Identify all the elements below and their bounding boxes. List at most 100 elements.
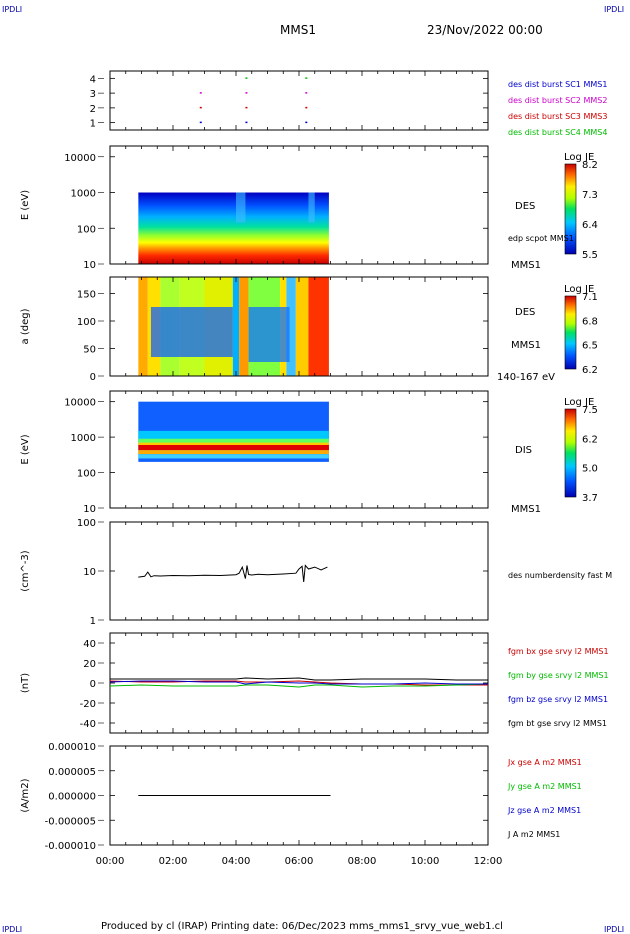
- dis-band: [138, 454, 329, 459]
- y-tick-label: 10: [83, 260, 96, 271]
- legend-entry: des dist burst SC4 MMS4: [508, 128, 607, 137]
- y-tick-label: 1000: [71, 433, 96, 444]
- colorbar-title: Log JE: [564, 284, 594, 295]
- dis-band: [138, 450, 329, 455]
- legend-entry: Jz gse A m2 MMS1: [507, 806, 581, 815]
- y-tick-label: 1: [90, 616, 96, 627]
- y-tick-label: -0.000005: [45, 816, 96, 827]
- y-tick-label: 10000: [64, 153, 96, 164]
- y-tick-label: -20: [80, 699, 96, 710]
- y-tick-label: 4: [90, 74, 96, 85]
- y-tick-label: 2: [90, 104, 96, 115]
- legend-entry: des dist burst SC1 MMS1: [508, 80, 607, 89]
- panel-right-label: MMS1: [511, 504, 541, 515]
- y-tick-label: 100: [77, 224, 96, 235]
- colorbar-tick-label: 6.2: [582, 365, 598, 376]
- panel-des-energy: 10 100 1000 10000 E (eV) Log JE8.2 7.3 6.4 5.5 DE…: [20, 145, 598, 271]
- colorbar-tick-label: 7.3: [582, 190, 598, 201]
- y-tick-label: 0.000000: [48, 792, 96, 803]
- y-tick-label: 0.000005: [48, 767, 96, 778]
- colorbar-title: Log JE: [564, 152, 594, 163]
- legend-entry: des dist burst SC2 MMS2: [508, 96, 607, 105]
- burst-marker: [199, 121, 202, 124]
- colorbar-tick-label: 3.7: [582, 493, 598, 504]
- dis-band: [138, 430, 329, 441]
- corner-label-bottom-right: IPDLI: [604, 925, 624, 934]
- panel-right-label: DIS: [515, 445, 532, 456]
- y-tick-label: 100: [77, 317, 96, 328]
- legend-entry: Jy gse A m2 MMS1: [507, 782, 582, 791]
- legend-entry: J A m2 MMS1: [507, 830, 560, 839]
- pitch-column: [308, 277, 329, 376]
- y-tick-label: 150: [77, 290, 96, 301]
- time-tick-label: 00:00: [96, 856, 125, 867]
- legend-entry: des numberdensity fast M: [508, 571, 612, 580]
- dis-band: [138, 438, 329, 444]
- panels: 1 2 3 4 des dist burst SC1 MMS1 des dist burs…: [20, 70, 612, 852]
- dis-band: [138, 444, 329, 451]
- y-axis-label: (cm^-3): [20, 550, 31, 591]
- time-axis: 00:00 02:00 04:00 06:00 08:00 10:00 12:00: [96, 856, 503, 867]
- spectrogram-feature: [308, 192, 315, 223]
- panel-right-label: DES: [515, 307, 535, 318]
- y-tick-label: -40: [80, 719, 96, 730]
- burst-marker: [199, 92, 202, 94]
- panel-right-label: DES: [515, 201, 535, 212]
- pitch-column: [138, 277, 148, 376]
- colorbar: [564, 163, 577, 255]
- legend-entry: fgm bt gse srvy l2 MMS1: [508, 719, 607, 728]
- y-tick-label: 10: [83, 567, 96, 578]
- panel-dis-energy: 10 100 1000 10000 E (eV) Log JE7.5 6.2 5.0 3.7 DI…: [20, 390, 598, 515]
- density-line: [138, 564, 328, 582]
- y-tick-label: 100: [77, 518, 96, 529]
- panel-current-density: -0.000010 -0.000005 0.000000 0.000005 0.0000…: [20, 742, 582, 852]
- colorbar: [564, 295, 577, 370]
- corner-label-top-left: IPDLI: [2, 5, 22, 14]
- footer-credit: Produced by cl (IRAP) Printing date: 06/…: [101, 921, 503, 932]
- legend-entry: fgm bx gse srvy l2 MMS1: [508, 647, 609, 656]
- colorbar-tick-label: 6.2: [582, 434, 598, 445]
- pitch-column: [286, 277, 296, 376]
- y-tick-label: 50: [83, 345, 96, 356]
- colorbar-tick-label: 6.4: [582, 220, 598, 231]
- field-line: [110, 677, 488, 681]
- legend-entry: fgm bz gse srvy l2 MMS1: [508, 695, 608, 704]
- colorbar-tick-label: 6.5: [582, 341, 598, 352]
- colorbar: [564, 408, 577, 498]
- plot-date: 23/Nov/2022 00:00: [427, 23, 543, 37]
- y-tick-label: 100: [77, 469, 96, 480]
- corner-label-bottom-left: IPDLI: [2, 925, 22, 934]
- time-tick-label: 06:00: [285, 856, 314, 867]
- y-tick-label: 3: [90, 89, 96, 100]
- y-tick-label: 10000: [64, 398, 96, 409]
- burst-marker: [245, 121, 248, 124]
- time-tick-label: 02:00: [159, 856, 188, 867]
- panel-right-label: edp scpot MMS1: [508, 234, 574, 243]
- time-tick-label: 08:00: [348, 856, 377, 867]
- pitch-band: [248, 307, 290, 362]
- des-energy-spectrogram: [138, 192, 329, 264]
- panel-right-label: MMS1: [511, 260, 541, 271]
- time-tick-label: 04:00: [222, 856, 251, 867]
- colorbar-tick-label: 6.8: [582, 316, 598, 327]
- y-tick-label: 40: [83, 639, 96, 650]
- colorbar-tick-label: 5.0: [582, 464, 598, 475]
- y-tick-label: 20: [83, 659, 96, 670]
- pitch-column: [239, 277, 249, 376]
- y-tick-label: 10: [83, 504, 96, 515]
- burst-marker: [305, 106, 308, 109]
- panel-frame-5: [109, 521, 489, 621]
- legend-entry: des dist burst SC3 MMS3: [508, 112, 607, 121]
- legend-entry: fgm by gse srvy l2 MMS1: [508, 671, 609, 680]
- time-tick-label: 10:00: [411, 856, 440, 867]
- colorbar-tick-label: 7.5: [582, 405, 598, 416]
- time-tick-label: 12:00: [474, 856, 503, 867]
- pitch-column: [295, 277, 309, 376]
- corner-label-top-right: IPDLI: [604, 5, 624, 14]
- y-tick-label: -0.000010: [45, 841, 96, 852]
- panel-burst: 1 2 3 4 des dist burst SC1 MMS1 des dist burs…: [90, 70, 607, 137]
- y-tick-label: 1: [90, 119, 96, 130]
- colorbar-tick-label: 8.2: [582, 160, 598, 171]
- y-axis-label: (A/m2): [20, 778, 31, 812]
